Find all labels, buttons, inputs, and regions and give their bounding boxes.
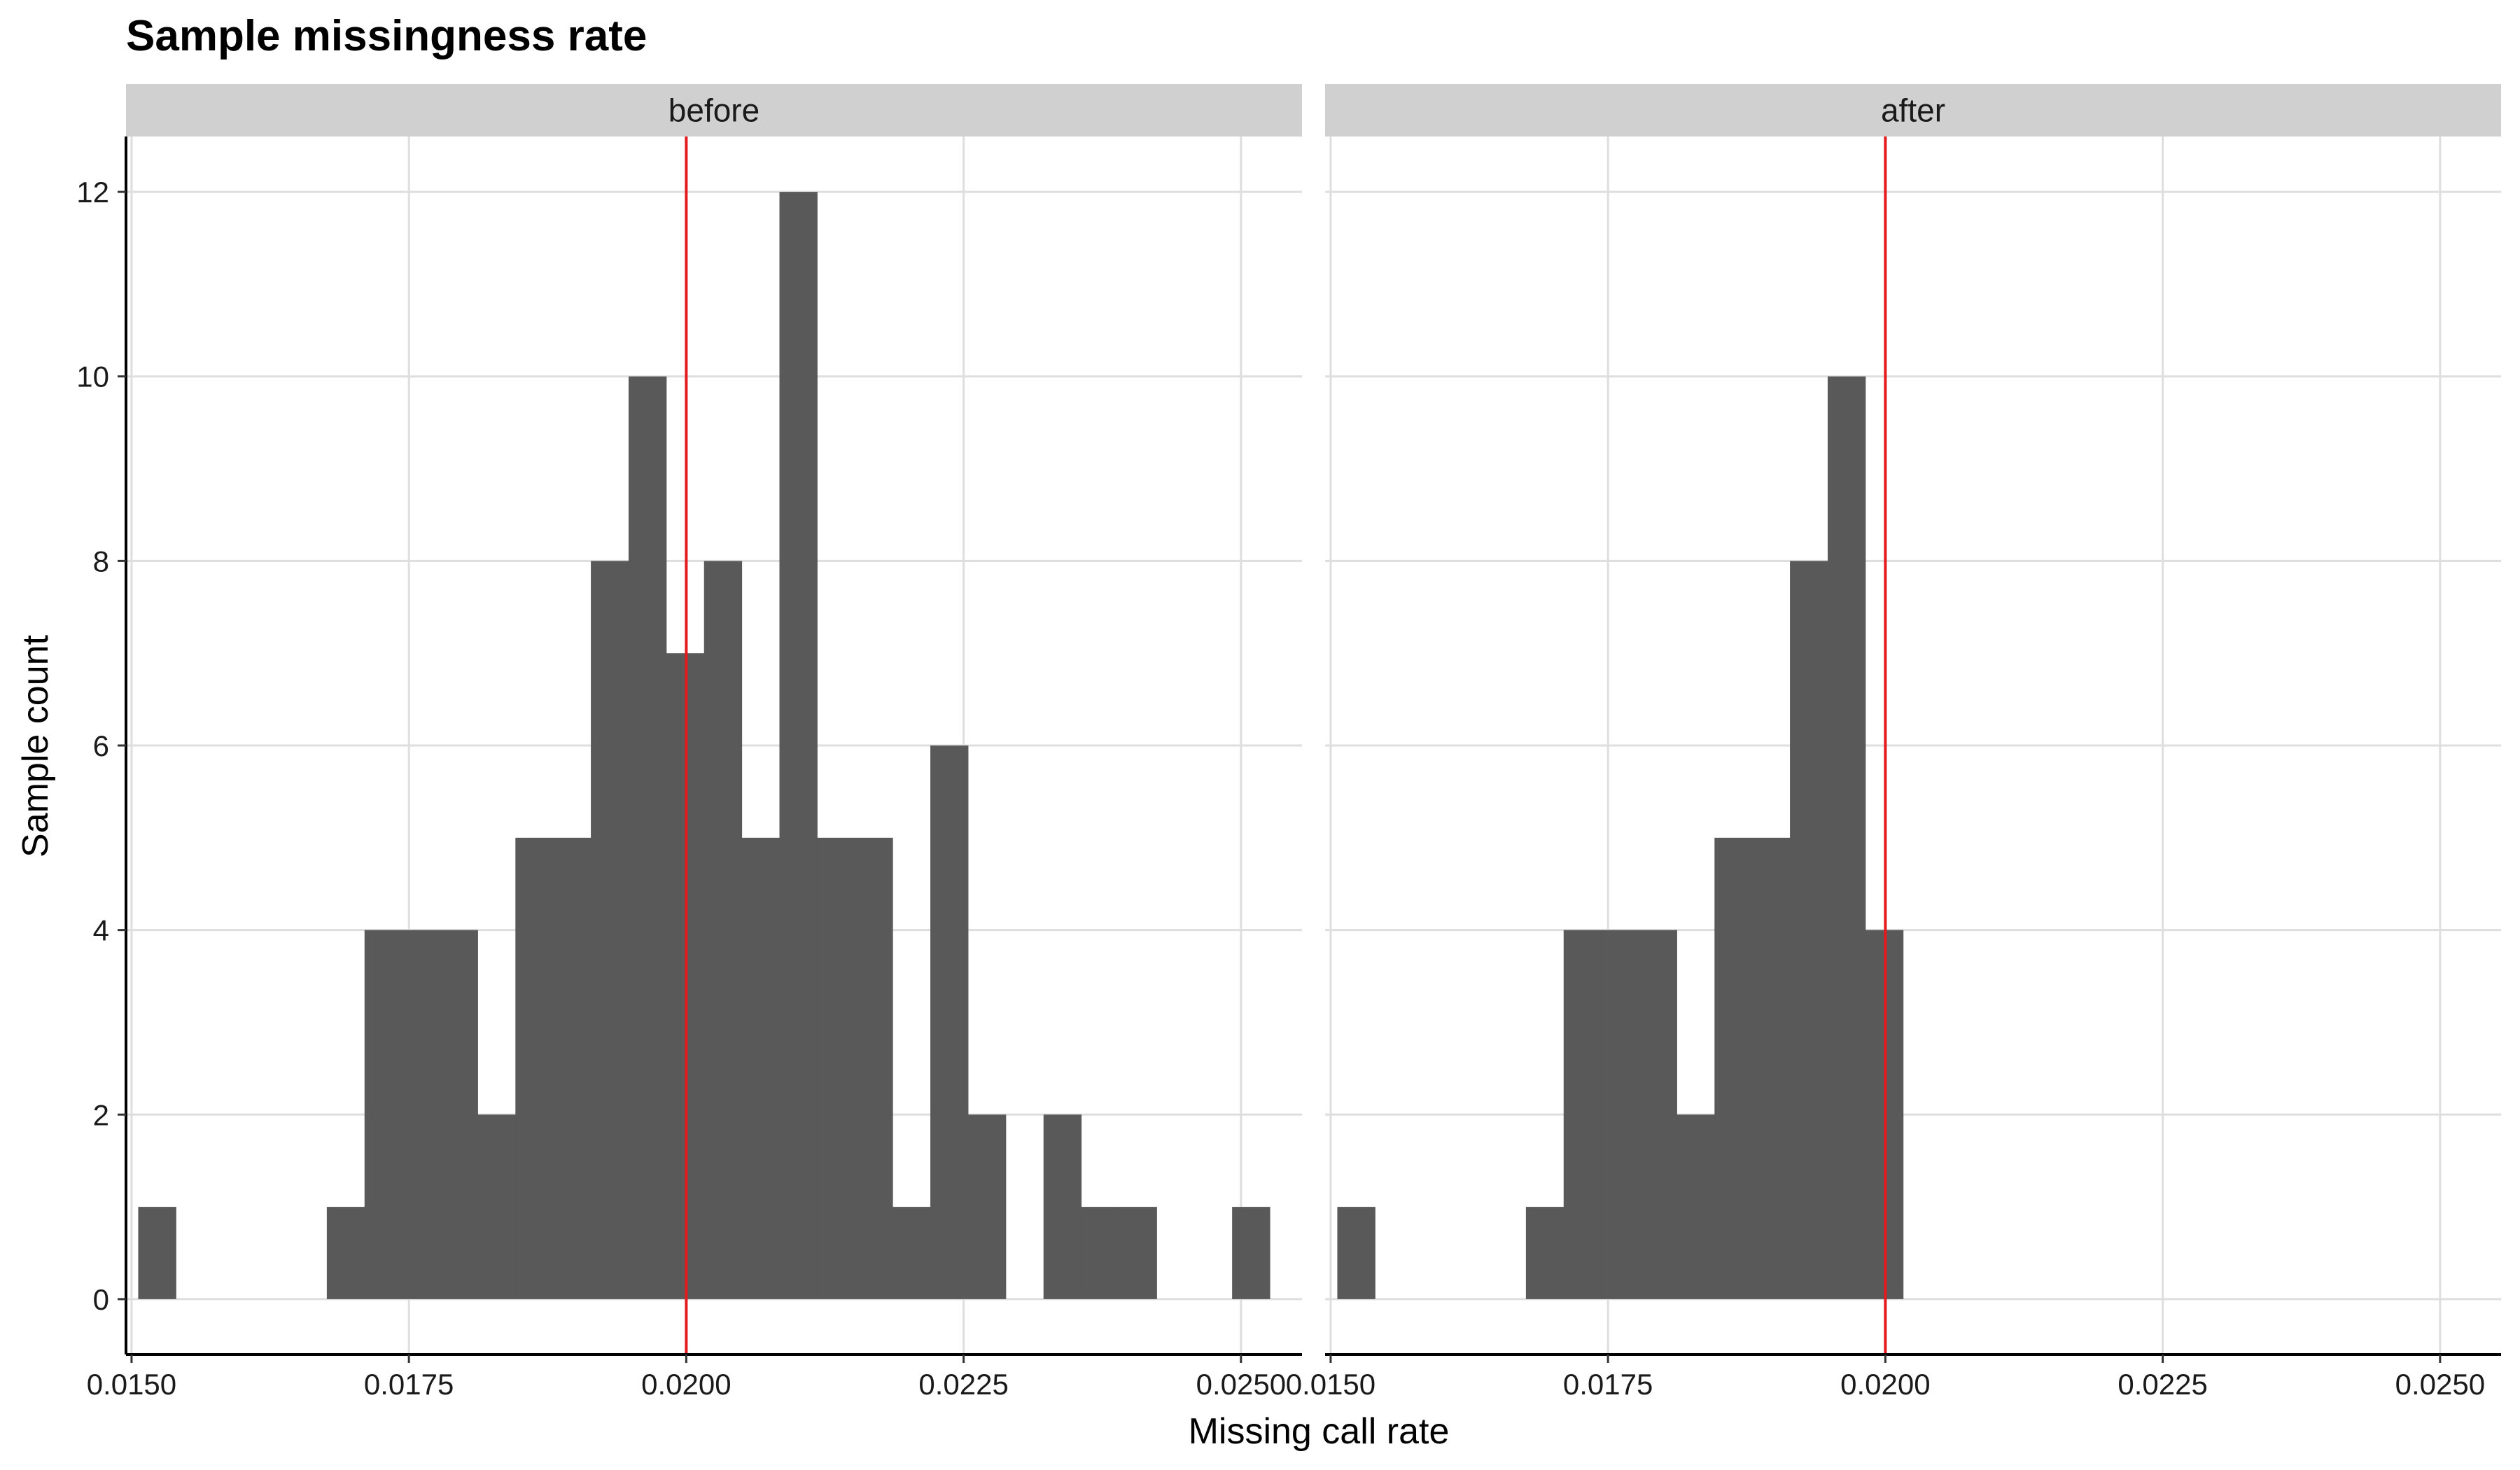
y-tick-label: 2 — [93, 1098, 109, 1131]
histogram-bar — [1081, 1207, 1119, 1299]
histogram-bar — [1639, 930, 1677, 1299]
y-tick-label: 0 — [93, 1283, 109, 1316]
y-tick-label: 6 — [93, 729, 109, 762]
facet-label-before: before — [668, 92, 760, 129]
histogram-bar — [553, 837, 592, 1299]
y-axis-title: Sample count — [15, 634, 56, 858]
histogram-bar — [1525, 1207, 1564, 1299]
histogram-bar — [1601, 930, 1640, 1299]
histogram-bar — [628, 376, 667, 1299]
histogram-bar — [779, 192, 818, 1299]
histogram-bar — [817, 837, 855, 1299]
x-tick-label: 0.0175 — [1563, 1368, 1653, 1401]
histogram-bar — [1676, 1114, 1715, 1299]
y-tick-label: 10 — [76, 360, 109, 393]
facet-strip-before — [126, 84, 1302, 136]
histogram-bar — [1790, 561, 1828, 1299]
histogram-bar — [591, 561, 629, 1299]
x-axis-title: Missing call rate — [1189, 1411, 1450, 1452]
histogram-bar — [515, 837, 554, 1299]
x-tick-label: 0.0225 — [918, 1368, 1008, 1401]
x-tick-label: 0.0200 — [641, 1368, 731, 1401]
panel-before: before 0 2 4 6 8 10 12 0.0150 0.0175 0.0200 0.0225 0… — [76, 84, 1302, 1401]
histogram-bar — [326, 1207, 365, 1299]
histogram-bar — [855, 837, 893, 1299]
x-tick-label: 0.0175 — [364, 1368, 454, 1401]
histogram-bar — [1563, 930, 1602, 1299]
facet-label-after: after — [1881, 92, 1945, 129]
histogram-bar — [138, 1207, 176, 1299]
histogram-bar — [930, 746, 969, 1299]
histogram-bar — [1043, 1114, 1082, 1299]
histogram-bar — [1119, 1207, 1157, 1299]
x-tick-label: 0.0250 — [2395, 1368, 2485, 1401]
histogram-bar — [1337, 1207, 1376, 1299]
x-tick-label: 0.0250 — [1196, 1368, 1286, 1401]
histogram-bar — [402, 930, 441, 1299]
histogram-bar — [1714, 837, 1753, 1299]
panel-after: after 0.0150 0.0175 0.0200 0.0225 0.0250 — [1286, 84, 2501, 1401]
y-tick-label: 4 — [93, 914, 109, 947]
histogram-bar — [364, 930, 403, 1299]
x-tick-label: 0.0200 — [1840, 1368, 1930, 1401]
x-tick-label: 0.0225 — [2118, 1368, 2207, 1401]
histogram-bar — [967, 1114, 1007, 1299]
histogram-bar — [440, 930, 478, 1299]
histogram-bar — [1827, 376, 1866, 1299]
histogram-bar — [1752, 837, 1791, 1299]
histogram-bar — [892, 1207, 931, 1299]
y-tick-label: 12 — [76, 176, 109, 209]
chart-title: Sample missingness rate — [126, 12, 647, 60]
facet-strip-after — [1325, 84, 2501, 136]
histogram-bar — [704, 561, 743, 1299]
histogram-bar — [741, 837, 780, 1299]
x-tick-label: 0.0150 — [1286, 1368, 1376, 1401]
histogram-bar — [1232, 1207, 1270, 1299]
histogram-bar — [477, 1114, 516, 1299]
y-tick-label: 8 — [93, 545, 109, 578]
x-tick-label: 0.0150 — [87, 1368, 176, 1401]
facet-panels: before 0 2 4 6 8 10 12 0.0150 0.0175 0.0200 0.0225 0… — [76, 84, 2501, 1401]
